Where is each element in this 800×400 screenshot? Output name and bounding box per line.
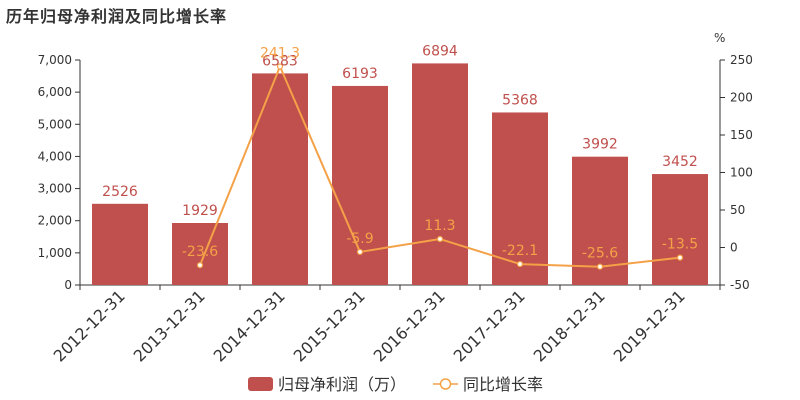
line-value-label: -25.6: [582, 246, 618, 262]
x-tick-label: 2018-12-31: [530, 286, 609, 365]
x-tick-label: 2015-12-31: [290, 286, 369, 365]
bar: [252, 73, 308, 286]
legend-bar-swatch: [248, 377, 273, 391]
line-value-label: -22.1: [502, 243, 538, 259]
y-right-tick-label: 250: [730, 53, 753, 67]
x-tick-label: 2012-12-31: [50, 286, 129, 365]
bar: [172, 222, 228, 285]
x-tick-label: 2013-12-31: [130, 286, 209, 365]
line-value-label: 241.3: [260, 46, 300, 62]
bar: [652, 174, 708, 285]
x-tick-label: 2019-12-31: [610, 286, 689, 365]
bar: [92, 203, 148, 285]
legend: 归母净利润（万） 同比增长率: [248, 375, 543, 394]
y-right-unit: %: [714, 31, 725, 45]
bar-value-label: 6894: [422, 43, 458, 59]
bar-value-label: 3992: [582, 137, 618, 153]
bar-value-label: 2526: [102, 184, 138, 200]
axes-group: 0 1,000 2,000 3,000 4,000 5,000 6,000 7,000 -50 0…: [38, 31, 753, 366]
y-left-tick-label: 2,000: [38, 214, 72, 228]
y-right-tick-label: 100: [730, 166, 753, 180]
bar: [412, 63, 468, 286]
line-value-label: -5.9: [346, 231, 373, 247]
y-left-tick-label: 6,000: [38, 85, 72, 99]
line-point: [676, 254, 684, 261]
y-right-tick-label: 0: [730, 241, 738, 255]
line-point: [276, 63, 284, 70]
chart-title: 历年归母净利润及同比增长率: [6, 7, 228, 26]
line-point: [596, 263, 604, 270]
bar-value-label: 1929: [182, 203, 218, 219]
x-tick-label: 2016-12-31: [370, 286, 449, 365]
data-labels-group: 2526 1929 6583 6193 6894 5368 3992 3452 -23.6 241…: [102, 43, 698, 261]
y-right-tick-label: 200: [730, 91, 753, 105]
bar-value-label: 3452: [662, 154, 698, 170]
line-value-label: 11.3: [424, 218, 455, 234]
y-left-tick-label: 0: [64, 278, 72, 292]
y-right-tick-label: 150: [730, 128, 753, 142]
bar-value-label: 6193: [342, 66, 378, 82]
line-point: [356, 248, 364, 256]
line-group: [196, 63, 684, 270]
y-right-tick-label: -50: [730, 278, 750, 292]
x-tick-label: 2014-12-31: [210, 286, 289, 365]
y-right-tick-label: 50: [730, 203, 745, 217]
bar-value-label: 6583: [262, 53, 298, 69]
line-value-label: -13.5: [662, 237, 698, 253]
legend-bar-label: 归母净利润（万）: [278, 375, 406, 394]
y-left-tick-label: 5,000: [38, 117, 72, 131]
bar: [332, 85, 388, 285]
x-tick-label: 2017-12-31: [450, 286, 529, 365]
line-point: [196, 262, 204, 269]
bars-group: [92, 63, 708, 286]
legend-line-marker: [439, 378, 452, 390]
line-value-label: -23.6: [182, 244, 218, 260]
bar: [492, 112, 548, 285]
line-point: [436, 235, 444, 243]
y-left-tick-label: 3,000: [38, 182, 72, 196]
legend-line-label: 同比增长率: [463, 375, 543, 394]
y-left-tick-label: 1,000: [38, 246, 72, 260]
line-point: [516, 260, 524, 268]
bar-value-label: 5368: [502, 92, 538, 108]
y-left-tick-label: 4,000: [38, 149, 72, 163]
y-left-tick-label: 7,000: [38, 53, 72, 67]
